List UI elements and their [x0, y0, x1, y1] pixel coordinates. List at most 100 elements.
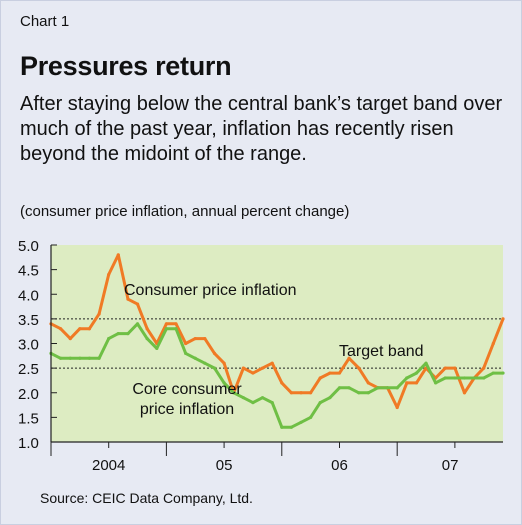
- core-cpi-data-point: [203, 361, 207, 365]
- core-cpi-data-point: [357, 391, 361, 395]
- x-tick-label: 2004: [92, 457, 125, 474]
- core-cpi-data-point: [453, 376, 457, 380]
- core-cpi-data-point: [366, 391, 370, 395]
- cpi-data-point: [482, 366, 486, 370]
- cpi-data-point: [357, 366, 361, 370]
- core-cpi-data-point: [241, 396, 245, 400]
- core-cpi-data-point: [299, 420, 303, 424]
- cpi-data-point: [289, 391, 293, 395]
- core-cpi-data-point: [126, 332, 130, 336]
- annotations: Consumer price inflation Target band Core …: [124, 282, 424, 418]
- cpi-data-point: [184, 341, 188, 346]
- core-cpi-series-label: Core consumer price inflation: [132, 381, 242, 418]
- cpi-data-point: [414, 381, 419, 385]
- core-cpi-data-point: [501, 371, 505, 375]
- y-tick-label: 1.5: [18, 410, 39, 427]
- core-cpi-data-point: [443, 376, 447, 380]
- cpi-data-point: [222, 361, 226, 365]
- cpi-data-point: [395, 405, 399, 410]
- core-cpi-data-point: [318, 401, 322, 405]
- cpi-data-point: [501, 317, 505, 321]
- core-cpi-data-point: [193, 356, 197, 360]
- core-cpi-data-point: [491, 371, 495, 375]
- cpi-data-point: [337, 371, 342, 375]
- core-cpi-data-point: [174, 327, 178, 331]
- x-tick-label: 05: [216, 457, 233, 474]
- core-cpi-data-point: [145, 336, 149, 341]
- cpi-data-point: [328, 371, 332, 375]
- core-cpi-data-point: [68, 356, 72, 360]
- y-tick-label: 3.0: [18, 337, 39, 354]
- core-cpi-data-point: [424, 361, 428, 365]
- core-cpi-data-point: [222, 381, 226, 385]
- cpi-data-point: [462, 391, 467, 395]
- cpi-data-point: [193, 336, 197, 341]
- cpi-data-point: [347, 356, 351, 360]
- y-tick-label: 5.0: [18, 238, 39, 255]
- core-cpi-data-point: [78, 356, 82, 360]
- core-cpi-data-point: [309, 415, 313, 419]
- core-cpi-data-point: [328, 396, 332, 400]
- cpi-data-point: [212, 351, 217, 355]
- cpi-data-point: [309, 391, 313, 395]
- cpi-data-point: [126, 297, 130, 301]
- cpi-data-point: [135, 302, 140, 306]
- core-cpi-data-point: [260, 396, 265, 400]
- cpi-data-point: [241, 366, 245, 370]
- series-lines: [49, 253, 505, 429]
- chart-number-label: Chart 1: [20, 13, 70, 30]
- core-cpi-data-point: [462, 376, 467, 380]
- x-tick-label: 06: [331, 457, 348, 474]
- core-cpi-data-point: [482, 376, 486, 380]
- plot-area: [51, 245, 503, 442]
- cpi-data-point: [251, 371, 255, 375]
- core-cpi-data-point: [289, 425, 293, 429]
- core-cpi-data-point: [414, 371, 419, 375]
- core-cpi-data-point: [107, 336, 111, 341]
- core-cpi-data-point: [251, 401, 255, 405]
- core-cpi-data-point: [87, 356, 92, 360]
- core-cpi-data-point: [116, 332, 120, 336]
- core-cpi-data-point: [164, 327, 168, 331]
- y-tick-label: 3.5: [18, 312, 39, 329]
- cpi-data-point: [58, 327, 63, 331]
- cpi-data-point: [443, 366, 447, 370]
- cpi-data-point: [299, 391, 303, 395]
- core-cpi-data-point: [280, 425, 284, 429]
- core-cpi-data-point: [386, 386, 390, 390]
- cpi-data-point: [491, 341, 495, 346]
- chart-subtitle: After staying below the central bank’s t…: [20, 93, 503, 165]
- core-cpi-series-label-line: Core consumer: [132, 381, 242, 398]
- x-tick-label: 07: [442, 457, 459, 474]
- target-band-label: Target band: [339, 343, 424, 360]
- core-cpi-data-point: [405, 376, 409, 380]
- cpi-data-point: [78, 327, 82, 331]
- cpi-data-point: [164, 322, 168, 326]
- cpi-data-point: [145, 327, 149, 331]
- axes: 1.0 1.5 2.0 2.5 3.0 3.5 4.0 4.5 5.0 2004 05 06 07: [18, 238, 503, 474]
- core-cpi-data-point: [184, 351, 188, 355]
- chart-title: Pressures return: [20, 51, 232, 81]
- core-cpi-data-point: [395, 386, 399, 390]
- core-cpi-data-point: [212, 366, 217, 370]
- units-note: (consumer price inflation, annual percen…: [20, 203, 350, 220]
- core-cpi-data-point: [270, 401, 274, 405]
- cpi-data-point: [366, 381, 370, 385]
- core-cpi-data-point: [232, 391, 236, 395]
- cpi-series-label: Consumer price inflation: [124, 282, 297, 299]
- cpi-data-point: [107, 272, 111, 277]
- cpi-data-point: [116, 253, 120, 257]
- core-cpi-data-point: [376, 386, 380, 390]
- y-tick-label: 4.0: [18, 287, 39, 304]
- cpi-data-point: [174, 322, 178, 326]
- source-note: Source: CEIC Data Company, Ltd.: [40, 490, 253, 506]
- core-cpi-data-point: [347, 386, 351, 390]
- cpi-data-point: [280, 381, 284, 385]
- cpi-data-point: [97, 312, 101, 316]
- core-cpi-data-point: [58, 356, 63, 360]
- core-cpi-data-point: [135, 322, 140, 326]
- cpi-data-point: [260, 366, 265, 370]
- core-cpi-data-point: [97, 356, 101, 360]
